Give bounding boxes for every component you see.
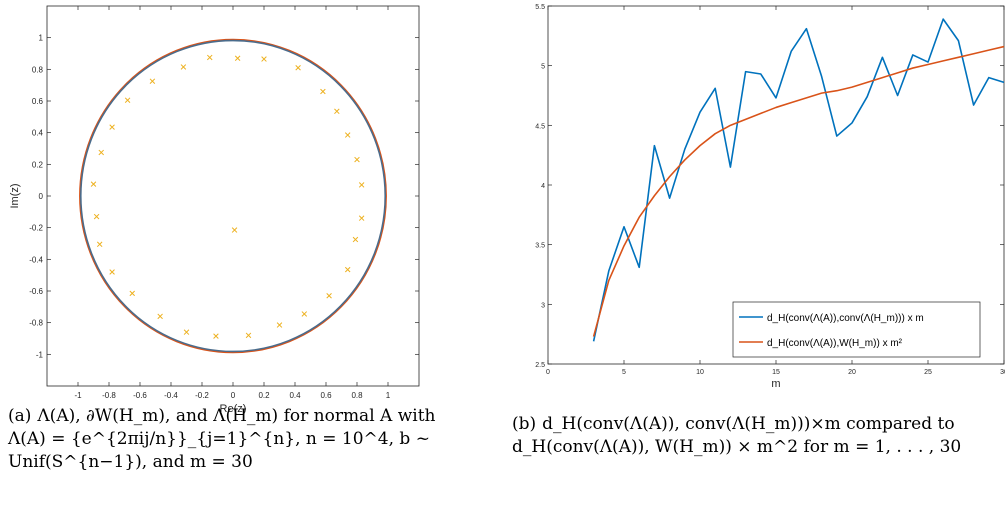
y-tick-label-b-3: 4 [541, 183, 545, 190]
y-tick-label-a-4: -0.2 [29, 224, 43, 233]
ritz-point-1 [234, 55, 241, 62]
y-tick-label-b-6: 5.5 [535, 4, 545, 11]
series-line-0 [592, 18, 1005, 342]
x-axis-label-b: m [771, 378, 780, 390]
y-tick-label-a-9: 0.8 [32, 65, 44, 74]
caption-a-text: Λ(A), ∂W(H_m), and Λ(H_m) for normal A w… [8, 406, 436, 472]
y-tick-label-b-2: 3.5 [535, 243, 545, 250]
x-tick-label-b-1: 5 [622, 369, 626, 376]
caption-b-text: d_H(conv(Λ(A)), conv(Λ(H_m)))×m compared… [512, 414, 962, 457]
legend-box [732, 301, 981, 358]
boundary-circle-1 [79, 39, 387, 353]
ritz-point-18 [352, 236, 359, 243]
x-tick-label-b-0: 0 [546, 369, 550, 376]
y-tick-label-a-10: 1 [39, 34, 44, 43]
caption-a-label: (a) [8, 406, 32, 426]
ritz-point-13 [90, 181, 97, 187]
caption-a: (a) Λ(A), ∂W(H_m), and Λ(H_m) for normal … [8, 405, 438, 474]
ritz-point-21 [129, 290, 136, 297]
x-tick-label-a-4: -0.2 [195, 391, 209, 400]
x-tick-label-a-6: 0.2 [258, 391, 270, 400]
ritz-point-4 [180, 64, 187, 70]
y-tick-label-b-4: 4.5 [535, 123, 545, 130]
ritz-point-19 [109, 269, 115, 275]
ritz-point-27 [213, 333, 219, 339]
y-tick-label-b-1: 3 [541, 302, 545, 309]
ritz-point-24 [301, 311, 308, 317]
series-line-1 [592, 45, 1005, 337]
y-tick-label-a-2: -0.6 [29, 287, 43, 296]
x-tick-label-a-0: -1 [74, 391, 82, 400]
ritz-point-29 [231, 227, 238, 233]
x-axis-label-a: Re(z) [220, 403, 247, 415]
ritz-point-12 [354, 156, 360, 163]
ritz-point-9 [109, 124, 115, 130]
y-tick-label-a-7: 0.4 [32, 129, 44, 138]
ritz-point-0 [206, 54, 213, 61]
x-tick-label-a-8: 0.6 [320, 391, 332, 400]
x-tick-label-b-4: 20 [848, 369, 856, 376]
y-tick-label-b-0: 2.5 [535, 362, 545, 369]
x-tick-label-a-2: -0.6 [133, 391, 147, 400]
y-tick-label-a-6: 0.2 [32, 160, 44, 169]
plot-area-a [46, 5, 420, 387]
x-tick-label-b-3: 15 [772, 369, 780, 376]
x-tick-label-a-9: 0.8 [351, 391, 363, 400]
x-tick-label-a-7: 0.4 [289, 391, 301, 400]
y-axis-label-a: Im(z) [9, 183, 21, 208]
chart-b-distance-plot: 0 5 10 15 20 25 30 2.5 3 3.5 4 4.5 5 5.5 m d_H(conv(Λ(A… [535, 4, 1005, 390]
x-tick-label-a-5: 0 [231, 391, 236, 400]
y-tick-label-a-3: -0.4 [29, 255, 43, 264]
ritz-point-15 [93, 213, 100, 220]
ritz-point-10 [344, 132, 351, 138]
y-tick-label-a-1: -0.8 [29, 319, 43, 328]
ritz-point-7 [124, 97, 131, 103]
ritz-point-28 [245, 332, 252, 339]
y-tick-label-a-5: 0 [39, 192, 44, 201]
ritz-point-11 [98, 149, 105, 156]
ritz-point-17 [96, 241, 103, 248]
ritz-point-3 [295, 64, 301, 71]
boundary-circle-0 [79, 38, 387, 354]
ritz-point-16 [358, 215, 365, 221]
x-tick-label-b-2: 10 [696, 369, 704, 376]
y-tick-label-b-5: 5 [541, 64, 545, 71]
legend-label-0: d_H(conv(Λ(A)),conv(Λ(H_m))) x m [767, 313, 924, 324]
caption-b: (b) d_H(conv(Λ(A)), conv(Λ(H_m)))×m compa… [512, 413, 1002, 459]
ritz-point-2 [261, 56, 267, 62]
ritz-point-23 [157, 313, 163, 320]
y-tick-label-a-8: 0.6 [32, 97, 44, 106]
x-tick-label-a-3: -0.4 [164, 391, 178, 400]
x-tick-label-b-6: 30 [1000, 369, 1005, 376]
ritz-point-22 [326, 292, 332, 299]
ritz-point-14 [358, 182, 365, 188]
ritz-point-26 [276, 322, 283, 328]
y-tick-label-a-0: -1 [36, 350, 44, 359]
x-tick-label-a-1: -0.8 [102, 391, 116, 400]
x-tick-label-a-10: 1 [386, 391, 391, 400]
ritz-point-20 [344, 266, 351, 273]
ritz-point-25 [183, 329, 190, 335]
ritz-point-6 [320, 88, 326, 95]
legend-label-1: d_H(conv(Λ(A)),W(H_m)) x m² [767, 338, 903, 349]
caption-b-label: (b) [512, 414, 537, 434]
ritz-point-8 [334, 108, 340, 115]
ritz-point-5 [149, 78, 156, 84]
x-tick-label-b-5: 25 [924, 369, 932, 376]
chart-a-eigenvalues: -1 -0.8 -0.6 -0.4 -0.2 0 0.2 0.4 0.6 0.8 1 -1 -0.8 -0… [9, 5, 420, 415]
